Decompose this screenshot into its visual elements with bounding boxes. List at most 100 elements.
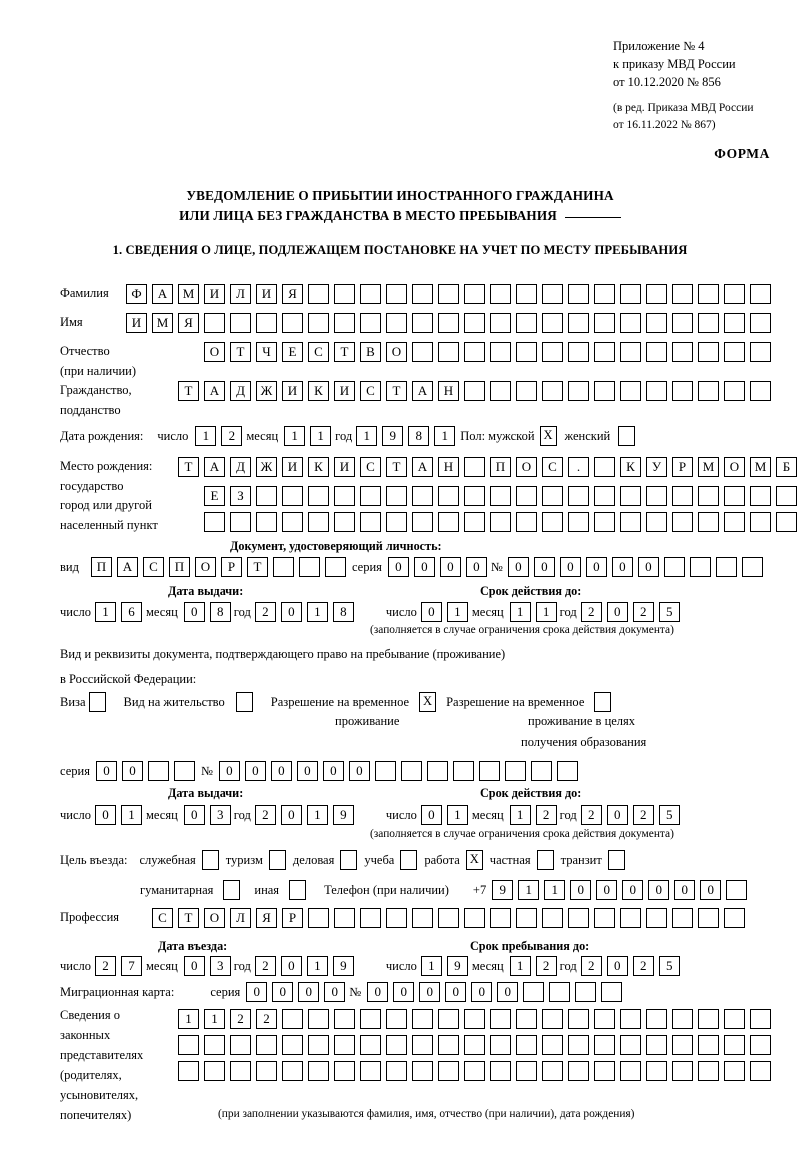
char-cell[interactable] — [334, 908, 355, 928]
char-cell[interactable] — [360, 284, 381, 304]
char-cell[interactable]: Т — [386, 457, 407, 477]
char-cell[interactable] — [438, 1009, 459, 1029]
char-cell[interactable]: Я — [282, 284, 303, 304]
char-cell[interactable]: 1 — [446, 805, 468, 825]
char-cell[interactable] — [412, 284, 433, 304]
char-cell[interactable] — [646, 342, 667, 362]
char-cell[interactable] — [672, 381, 693, 401]
char-cell[interactable] — [230, 313, 251, 333]
char-cell[interactable] — [672, 486, 693, 506]
char-cell[interactable] — [334, 284, 355, 304]
char-cell[interactable] — [594, 908, 615, 928]
char-cell[interactable]: 9 — [492, 880, 514, 900]
char-cell[interactable] — [412, 313, 433, 333]
char-cell[interactable]: 0 — [280, 956, 302, 976]
char-cell[interactable] — [698, 1009, 719, 1029]
char-cell[interactable]: С — [142, 557, 164, 577]
char-cell[interactable] — [646, 512, 667, 532]
char-cell[interactable]: Д — [230, 457, 251, 477]
char-cell[interactable] — [575, 982, 597, 1002]
char-cell[interactable] — [620, 908, 641, 928]
char-cell[interactable]: 2 — [535, 956, 557, 976]
char-cell[interactable] — [400, 761, 422, 781]
char-cell[interactable] — [412, 1061, 433, 1081]
char-cell[interactable]: 0 — [611, 557, 633, 577]
char-cell[interactable]: 3 — [209, 805, 231, 825]
char-cell[interactable] — [426, 761, 448, 781]
char-cell[interactable]: И — [334, 457, 355, 477]
char-cell[interactable] — [308, 1061, 329, 1081]
char-cell[interactable] — [516, 908, 537, 928]
char-cell[interactable] — [646, 486, 667, 506]
char-cell[interactable] — [452, 761, 474, 781]
char-cell[interactable]: 0 — [183, 805, 205, 825]
char-cell[interactable] — [568, 512, 589, 532]
char-cell[interactable] — [308, 1009, 329, 1029]
char-cell[interactable]: 0 — [246, 982, 268, 1002]
char-cell[interactable] — [594, 457, 615, 477]
char-cell[interactable]: 1 — [509, 805, 531, 825]
char-cell[interactable]: 1 — [95, 602, 117, 622]
char-cell[interactable] — [230, 512, 251, 532]
char-cell[interactable] — [750, 342, 771, 362]
char-cell[interactable]: 0 — [585, 557, 607, 577]
char-cell[interactable] — [282, 1009, 303, 1029]
char-cell[interactable] — [549, 982, 571, 1002]
char-cell[interactable] — [724, 512, 745, 532]
char-cell[interactable]: П — [490, 457, 511, 477]
char-cell[interactable]: Т — [334, 342, 355, 362]
char-cell[interactable] — [620, 381, 641, 401]
char-cell[interactable] — [672, 313, 693, 333]
char-cell[interactable]: 2 — [254, 956, 276, 976]
char-cell[interactable] — [776, 512, 797, 532]
char-cell[interactable] — [504, 761, 526, 781]
char-cell[interactable] — [173, 761, 195, 781]
char-cell[interactable]: 1 — [306, 805, 328, 825]
char-cell[interactable]: Т — [386, 381, 407, 401]
char-cell[interactable]: 1 — [204, 1009, 225, 1029]
char-cell[interactable] — [464, 381, 485, 401]
char-cell[interactable] — [724, 1061, 745, 1081]
char-cell[interactable]: Н — [438, 457, 459, 477]
char-cell[interactable] — [490, 486, 511, 506]
char-cell[interactable]: Р — [282, 908, 303, 928]
char-cell[interactable] — [204, 1035, 225, 1055]
char-cell[interactable] — [726, 880, 748, 900]
char-cell[interactable] — [542, 1009, 563, 1029]
representatives-row-3[interactable] — [178, 1061, 771, 1081]
birthplace-row-3[interactable] — [204, 512, 797, 532]
char-cell[interactable]: А — [116, 557, 138, 577]
char-cell[interactable]: Т — [230, 342, 251, 362]
temporary-residence-checkbox[interactable]: X — [419, 692, 437, 712]
char-cell[interactable] — [698, 313, 719, 333]
char-cell[interactable]: 7 — [121, 956, 143, 976]
purpose-option-checkbox[interactable] — [340, 850, 358, 870]
char-cell[interactable] — [646, 908, 667, 928]
purpose-option-checkbox[interactable] — [607, 850, 625, 870]
char-cell[interactable] — [147, 761, 169, 781]
char-cell[interactable]: А — [412, 381, 433, 401]
char-cell[interactable] — [360, 512, 381, 532]
char-cell[interactable] — [516, 313, 537, 333]
char-cell[interactable]: 1 — [509, 956, 531, 976]
char-cell[interactable] — [741, 557, 763, 577]
char-cell[interactable]: И — [204, 284, 225, 304]
char-cell[interactable]: Б — [776, 457, 797, 477]
char-cell[interactable] — [594, 342, 615, 362]
char-cell[interactable]: 0 — [348, 761, 370, 781]
char-cell[interactable] — [386, 1035, 407, 1055]
char-cell[interactable]: О — [204, 908, 225, 928]
char-cell[interactable] — [516, 1061, 537, 1081]
char-cell[interactable]: Ч — [256, 342, 277, 362]
char-cell[interactable]: 0 — [270, 761, 292, 781]
char-cell[interactable]: П — [168, 557, 190, 577]
char-cell[interactable]: О — [724, 457, 745, 477]
char-cell[interactable]: Т — [178, 457, 199, 477]
